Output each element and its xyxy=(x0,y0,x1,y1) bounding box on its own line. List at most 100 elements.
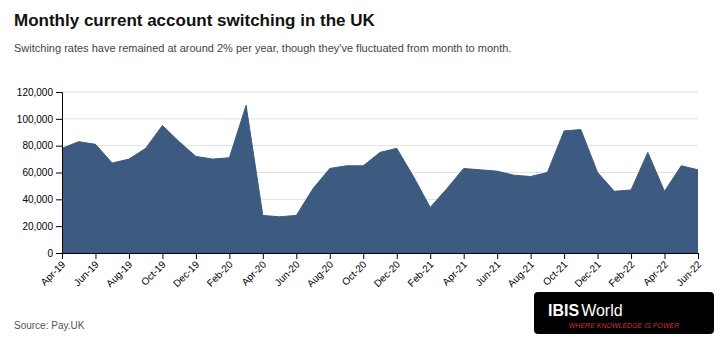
logo-tagline: WHERE KNOWLEDGE IS POWER xyxy=(569,322,679,329)
y-tick-mark xyxy=(56,146,62,147)
x-tick: Apr-22 xyxy=(641,253,670,288)
x-tick-label: Oct-21 xyxy=(541,258,570,287)
x-tick-label: Aug-19 xyxy=(104,258,135,289)
x-tick-label: Apr-19 xyxy=(38,258,67,287)
x-tick-mark xyxy=(598,253,599,259)
x-tick-label: Oct-20 xyxy=(340,258,369,287)
y-tick: 120,000 xyxy=(17,87,62,98)
x-tick: Aug-19 xyxy=(104,253,135,289)
x-tick-mark xyxy=(296,253,297,259)
x-tick: Jun-20 xyxy=(272,253,302,288)
x-tick: Dec-21 xyxy=(572,253,603,289)
x-tick-label: Dec-20 xyxy=(372,258,403,289)
y-tick-mark xyxy=(56,226,62,227)
x-tick-label: Apr-21 xyxy=(440,258,469,287)
y-tick-label: 100,000 xyxy=(17,114,54,125)
x-tick: Aug-21 xyxy=(505,253,536,289)
x-tick-label: Feb-21 xyxy=(405,258,435,288)
x-tick: Aug-20 xyxy=(305,253,336,289)
x-tick: Jun-21 xyxy=(473,253,503,288)
y-tick-mark xyxy=(56,119,62,120)
y-tick-label: 80,000 xyxy=(22,140,53,151)
x-tick-mark xyxy=(631,253,632,259)
x-tick-label: Apr-22 xyxy=(641,258,670,287)
x-tick: Feb-20 xyxy=(205,253,235,289)
x-tick-mark xyxy=(497,253,498,259)
x-tick-mark xyxy=(330,253,331,259)
x-tick-label: Dec-19 xyxy=(171,258,202,289)
y-tick: 40,000 xyxy=(22,194,62,205)
title: Monthly current account switching in the… xyxy=(14,11,376,30)
y-axis-line xyxy=(56,93,63,254)
x-tick-mark xyxy=(397,253,398,259)
x-tick: Apr-19 xyxy=(38,253,67,288)
y-tick-mark xyxy=(56,92,62,93)
x-tick-mark xyxy=(698,253,699,259)
y-tick: 60,000 xyxy=(22,167,62,178)
x-tick-mark xyxy=(430,253,431,259)
chart: Monthly current account switching in the… xyxy=(0,0,720,337)
x-tick-mark xyxy=(531,253,532,259)
grid xyxy=(62,92,698,253)
x-tick: Apr-20 xyxy=(239,253,268,288)
y-tick-mark xyxy=(56,199,62,200)
y-tick-label: 40,000 xyxy=(22,194,53,205)
y-axis: 0 20,000 40,000 60,000 80,000 100,000 120,000 xyxy=(17,87,63,259)
source: Source: Pay.UK xyxy=(14,320,85,331)
grid-line xyxy=(62,92,698,93)
x-tick-mark xyxy=(363,253,364,259)
x-tick: Dec-20 xyxy=(372,253,403,289)
y-tick: 80,000 xyxy=(22,140,62,151)
x-tick-mark xyxy=(564,253,565,259)
x-tick-mark xyxy=(665,253,666,259)
x-tick-label: Aug-21 xyxy=(505,258,536,289)
marks xyxy=(62,105,698,253)
y-tick: 0 xyxy=(47,248,62,259)
x-tick-mark xyxy=(129,253,130,259)
x-tick-label: Oct-19 xyxy=(139,258,168,287)
x-tick-label: Feb-20 xyxy=(205,258,235,288)
y-tick-label: 120,000 xyxy=(17,87,54,98)
x-tick: Dec-19 xyxy=(171,253,202,289)
area xyxy=(62,105,698,253)
x-tick-mark xyxy=(464,253,465,259)
y-tick: 100,000 xyxy=(17,114,62,125)
x-tick-label: Dec-21 xyxy=(572,258,603,289)
logo-text: IBIS xyxy=(548,302,579,319)
x-tick: Oct-20 xyxy=(340,253,369,288)
x-tick: Jun-19 xyxy=(72,253,102,288)
x-tick-mark xyxy=(229,253,230,259)
x-tick: Feb-22 xyxy=(606,253,636,289)
grid-line xyxy=(62,118,698,119)
x-tick-mark xyxy=(263,253,264,259)
area-line xyxy=(62,105,698,216)
x-tick-label: Aug-20 xyxy=(305,258,336,289)
x-axis-line xyxy=(63,254,699,260)
logo-background xyxy=(534,292,714,334)
x-tick-label: Feb-22 xyxy=(606,258,636,288)
x-tick-label: Jun-22 xyxy=(674,258,704,288)
x-tick: Apr-21 xyxy=(440,253,469,288)
plot: Apr-19Jun-19Aug-19Oct-19Dec-19Feb-20Apr-… xyxy=(17,87,704,290)
y-tick-label: 60,000 xyxy=(22,167,53,178)
x-tick-mark xyxy=(196,253,197,259)
subtitle: Switching rates have remained at around … xyxy=(14,42,511,54)
x-tick-mark xyxy=(95,253,96,259)
y-tick: 20,000 xyxy=(22,221,62,232)
logo: IBISWorld WHERE KNOWLEDGE IS POWER xyxy=(534,292,714,334)
x-tick-label: Apr-20 xyxy=(239,258,268,287)
y-tick-mark xyxy=(56,253,62,254)
y-tick-label: 20,000 xyxy=(22,221,53,232)
x-tick: Jun-22 xyxy=(674,253,704,288)
x-tick-label: Jun-20 xyxy=(272,258,302,288)
x-tick: Oct-21 xyxy=(541,253,570,288)
x-tick-label: Jun-19 xyxy=(72,258,102,288)
x-tick: Oct-19 xyxy=(139,253,168,288)
x-tick: Feb-21 xyxy=(405,253,435,289)
x-tick-label: Jun-21 xyxy=(473,258,503,288)
y-tick-mark xyxy=(56,173,62,174)
y-tick-label: 0 xyxy=(47,248,53,259)
x-tick-mark xyxy=(162,253,163,259)
logo-text: World xyxy=(581,302,623,319)
x-axis: Apr-19Jun-19Aug-19Oct-19Dec-19Feb-20Apr-… xyxy=(38,253,703,289)
